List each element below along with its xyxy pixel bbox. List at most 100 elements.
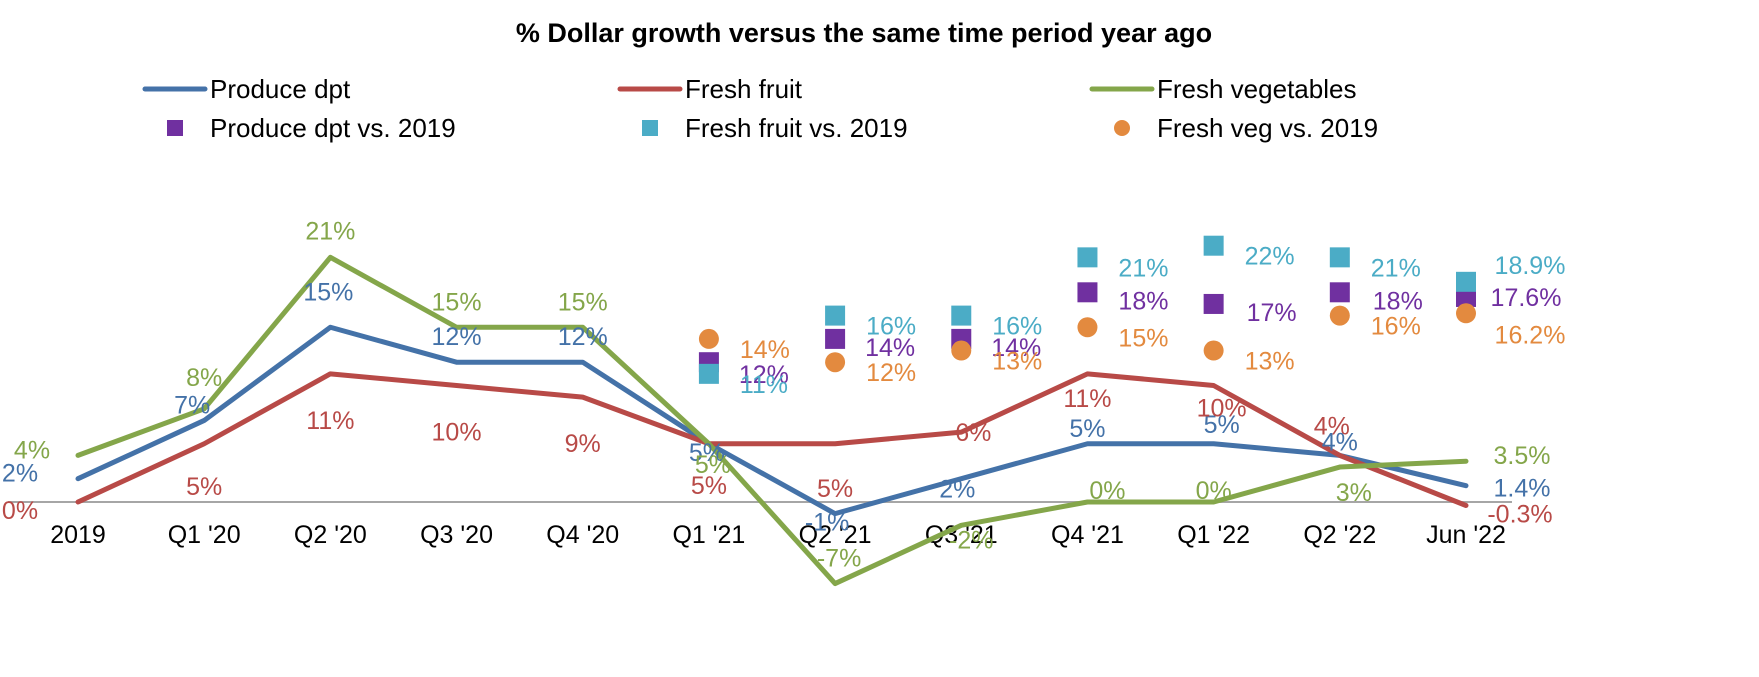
legend-label: Fresh fruit [685,74,803,104]
data-label: 17.6% [1491,284,1562,312]
data-label: 10% [1197,395,1247,423]
legend-label: Fresh vegetables [1157,74,1356,104]
legend-swatch [167,120,183,136]
data-label: 15% [303,278,353,306]
legend-item: Produce dpt vs. 2019 [167,113,456,143]
scatter-point [1203,340,1224,361]
data-label: 5% [817,475,853,503]
data-label: 17% [1247,299,1297,327]
x-axis-tick-labels: 2019 Q1 '20 Q2 '20 Q3 '20 Q4 '20 Q1 '21 Q2 '21… [50,521,1506,549]
legend-label: Fresh fruit vs. 2019 [685,113,908,143]
data-label: 5% [695,451,731,479]
scatter-point [1077,317,1098,338]
scatter-point [1203,293,1224,314]
scatter-point [1456,303,1476,324]
data-label: 14% [991,334,1041,362]
chart-title: % Dollar growth versus the same time per… [516,18,1212,48]
series-markers [698,235,1476,384]
data-label: -7% [817,545,861,573]
legend-item: Produce dpt [142,74,351,104]
scatter-point [1329,282,1350,303]
data-label: 5% [689,439,725,467]
scatter-point [951,340,972,361]
series-line [75,371,1469,508]
scatter-point [825,352,846,373]
data-label: 5% [691,472,727,500]
x-tick-label: Q2 '22 [1303,521,1376,549]
data-label: 1.4% [1494,475,1551,503]
data-label: 21% [1371,254,1421,282]
data-label: 9% [565,430,601,458]
scatter-point [1203,235,1224,256]
data-label: -2% [949,526,993,554]
scatter-point [698,363,719,384]
data-label: 12% [558,323,608,351]
data-label: 13% [1245,348,1295,376]
scatter-point [698,328,719,349]
scatter-point [1077,247,1098,268]
data-label: 2% [939,476,975,504]
x-tick-label: Q4 '20 [546,521,619,549]
data-label: 4% [14,436,50,464]
data-label: 18.9% [1495,252,1566,280]
data-label: 18% [1373,287,1423,315]
data-label: 4% [1322,428,1358,456]
data-label: 18% [1118,287,1168,315]
data-label: 8% [186,364,222,392]
data-label: 16% [992,313,1042,341]
data-label: 22% [1245,243,1295,271]
data-label: 21% [305,217,355,245]
x-tick-label: Q2 '20 [294,521,367,549]
x-tick-label: Jun '22 [1426,521,1506,549]
x-tick-label: Q1 '21 [672,521,745,549]
x-tick-label: Q1 '22 [1177,521,1250,549]
data-label: 10% [432,419,482,447]
x-tick-label: Q4 '21 [1051,521,1124,549]
legend: Produce dpt Fresh fruit Fresh vegetables Pr… [142,74,1378,143]
series-lines [75,254,1469,587]
legend-item: Fresh fruit vs. 2019 [642,113,908,143]
scatter-point [1077,282,1098,303]
data-label: 11% [1063,385,1111,413]
x-tick-label: 2019 [50,521,106,549]
data-label: 15% [432,288,482,316]
legend-swatch [642,120,658,136]
legend-item: Fresh veg vs. 2019 [1114,113,1378,143]
data-labels: 2%7%15%12% 12%5%-1%2%5% 5%4%1.4%0%5%11% 10%… [2,217,1566,572]
scatter-point [1329,305,1350,326]
legend-item: Fresh fruit [617,74,803,104]
data-label: 3% [1336,479,1372,507]
data-label: 4% [1314,412,1350,440]
data-label: 0% [1196,477,1232,505]
data-label: 5% [1204,411,1240,439]
data-label: -0.3% [1487,500,1552,528]
legend-label: Fresh veg vs. 2019 [1157,113,1378,143]
data-label: 0% [2,497,38,525]
data-label: 12% [432,323,482,351]
data-label: 6% [955,419,991,447]
legend-label: Produce dpt vs. 2019 [210,113,456,143]
data-label: 5% [1069,415,1105,443]
data-label: 15% [1118,324,1168,352]
scatter-point [951,305,972,326]
data-label: 12% [739,361,789,389]
scatter-point [1329,247,1350,268]
scatter-point [825,328,846,349]
series-line [75,254,1469,587]
scatter-point [1456,271,1476,292]
series-line [75,324,1469,517]
data-label: 5% [186,473,222,501]
data-label: 11% [740,371,788,399]
x-tick-label: Q1 '20 [168,521,241,549]
data-label: 0% [1089,477,1125,505]
data-label: 16% [866,313,916,341]
legend-swatch [1114,120,1130,136]
scatter-point [1456,286,1476,307]
data-label: 2% [2,460,38,488]
data-label: 14% [740,336,790,364]
data-label: 7% [174,391,210,419]
data-label: 14% [865,334,915,362]
data-label: 16.2% [1495,321,1566,349]
legend-label: Produce dpt [210,74,351,104]
